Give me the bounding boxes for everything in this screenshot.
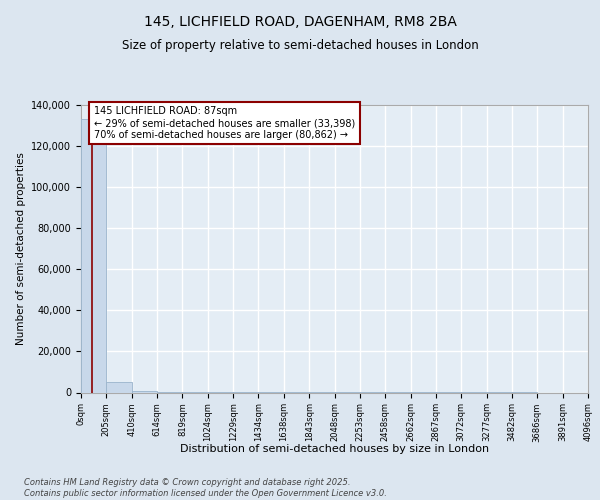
X-axis label: Distribution of semi-detached houses by size in London: Distribution of semi-detached houses by …: [180, 444, 489, 454]
Text: Size of property relative to semi-detached houses in London: Size of property relative to semi-detach…: [122, 38, 478, 52]
Text: 145, LICHFIELD ROAD, DAGENHAM, RM8 2BA: 145, LICHFIELD ROAD, DAGENHAM, RM8 2BA: [143, 16, 457, 30]
Y-axis label: Number of semi-detached properties: Number of semi-detached properties: [16, 152, 26, 345]
Text: 145 LICHFIELD ROAD: 87sqm
← 29% of semi-detached houses are smaller (33,398)
70%: 145 LICHFIELD ROAD: 87sqm ← 29% of semi-…: [94, 106, 355, 140]
Bar: [81, 120, 106, 392]
Bar: [106, 382, 132, 392]
Text: Contains HM Land Registry data © Crown copyright and database right 2025.
Contai: Contains HM Land Registry data © Crown c…: [24, 478, 387, 498]
